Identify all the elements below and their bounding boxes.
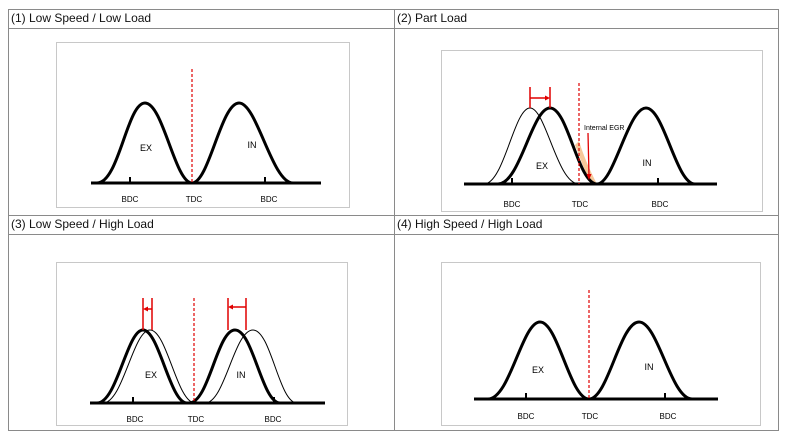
egr-pointer [587, 132, 590, 177]
tdc-label: TDC [186, 195, 203, 204]
exhaust-valve-curve-retarded [497, 106, 598, 186]
panel-high-speed-high-load: (4) High Speed / High Load EX IN BDC TDC… [395, 216, 778, 430]
bdc-label-left: BDC [122, 195, 139, 204]
in-label: IN [645, 362, 654, 372]
panel-title: (3) Low Speed / High Load [9, 216, 394, 235]
tdc-label: TDC [188, 415, 205, 424]
exhaust-valve-curve-advanced [96, 328, 188, 405]
valve-timing-grid: (1) Low Speed / Low Load EX IN BDC TDC B… [8, 9, 779, 431]
internal-egr-label: Internal EGR [584, 125, 624, 132]
panel-title: (4) High Speed / High Load [395, 216, 778, 235]
bdc-label-left: BDC [127, 415, 144, 424]
panel-low-speed-high-load: (3) Low Speed / High Load EX [9, 216, 394, 430]
diagram-frame: EX IN BDC TDC BDC [441, 262, 761, 426]
ex-label: EX [532, 365, 544, 375]
bdc-label-left: BDC [504, 200, 521, 209]
bdc-label-right: BDC [265, 415, 282, 424]
valve-lift-diagram: EX IN BDC TDC BDC [474, 290, 718, 421]
grid-divider-horizontal [9, 215, 778, 216]
diagram-frame: EX IN BDC TDC BDC [56, 262, 348, 426]
intake-valve-curve [596, 106, 696, 186]
ex-label: EX [145, 370, 157, 380]
panel-title: (2) Part Load [395, 10, 778, 29]
panel-title: (1) Low Speed / Low Load [9, 10, 394, 29]
panel-low-speed-low-load: (1) Low Speed / Low Load EX IN BDC TDC B… [9, 10, 394, 215]
intake-valve-curve-advanced [188, 328, 281, 405]
in-label: IN [643, 158, 652, 168]
in-label: IN [237, 370, 246, 380]
tdc-label: TDC [582, 412, 599, 421]
panel-part-load: (2) Part Load Internal EGR EX IN [395, 10, 778, 215]
bdc-label-right: BDC [660, 412, 677, 421]
bdc-label-right: BDC [261, 195, 278, 204]
intake-valve-curve [588, 320, 693, 401]
exhaust-valve-curve-base [483, 107, 580, 185]
in-label: IN [248, 140, 257, 150]
ex-label: EX [536, 161, 548, 171]
tdc-label: TDC [572, 200, 589, 209]
valve-lift-diagram: Internal EGR EX IN BDC TDC BDC [464, 83, 717, 209]
valve-lift-diagram: EX IN BDC TDC BDC [91, 69, 321, 204]
in-shift-arrowhead [228, 304, 233, 310]
valve-lift-diagram: EX IN BDC TDC BDC [90, 298, 325, 424]
intake-valve-curve [191, 101, 294, 185]
exhaust-valve-curve [96, 101, 193, 185]
exhaust-valve-curve-base [102, 329, 196, 404]
intake-valve-curve-base [204, 329, 298, 404]
cam-shift-arrowhead [545, 95, 550, 101]
egr-pointer-head [586, 174, 592, 180]
bdc-label-left: BDC [518, 412, 535, 421]
ex-shift-arrowhead [143, 306, 148, 312]
grid-divider-vertical [394, 10, 395, 430]
ex-label: EX [140, 143, 152, 153]
bdc-label-right: BDC [652, 200, 669, 209]
diagram-frame: Internal EGR EX IN BDC TDC BDC [441, 50, 763, 212]
exhaust-valve-curve [487, 320, 590, 401]
internal-egr-overlap-region [575, 141, 597, 184]
diagram-frame: EX IN BDC TDC BDC [56, 42, 350, 208]
